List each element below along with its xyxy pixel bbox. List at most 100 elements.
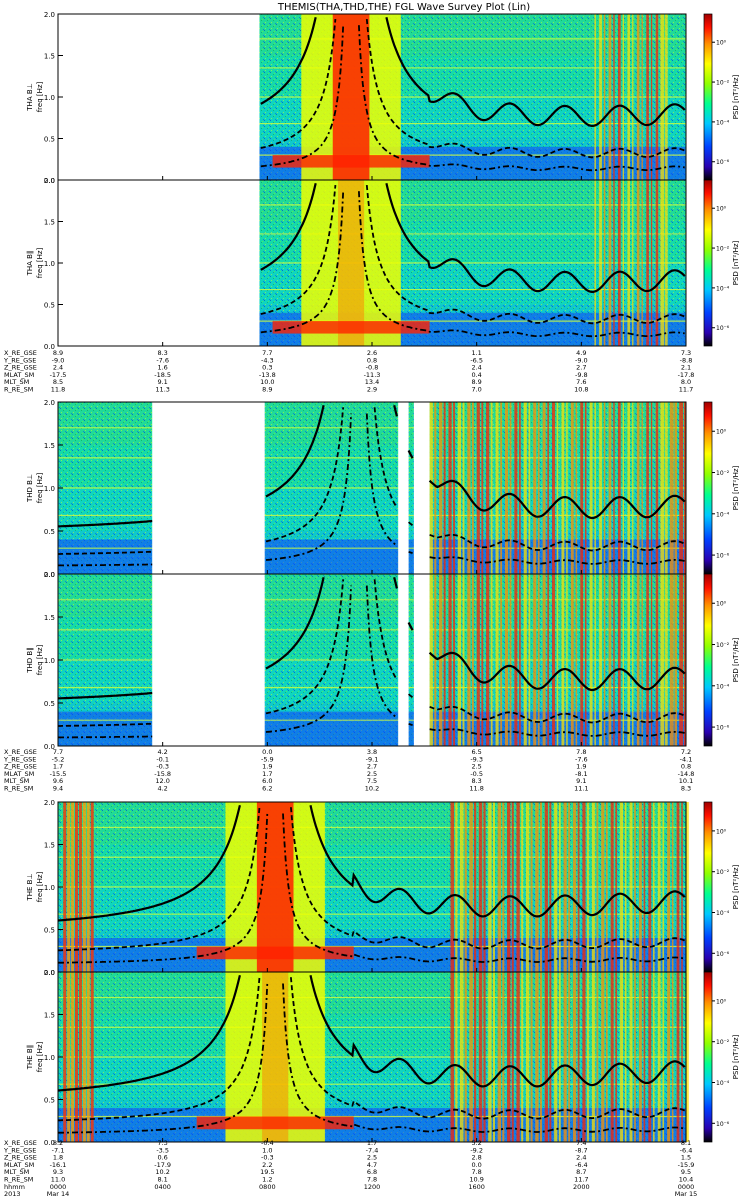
ephemeris-value: -9.1 (366, 755, 379, 763)
activity-stripe (660, 180, 665, 346)
ephemeris-value: 0.8 (681, 763, 691, 771)
activity-stripe (613, 402, 615, 574)
ephemeris-value: 6.8 (367, 1168, 377, 1176)
activity-stripe (617, 180, 621, 346)
activity-stripe (63, 972, 67, 1142)
ephemeris-row-label: MLT_SM (4, 1168, 29, 1176)
activity-stripe (469, 802, 473, 972)
ephemeris-row-label: Y_RE_GSE (3, 356, 36, 364)
activity-stripe (488, 972, 492, 1142)
activity-stripe (75, 802, 79, 972)
activity-stripe (596, 972, 599, 1142)
ephemeris-value: 10.9 (469, 1176, 483, 1184)
y-tick-label: 0.0 (44, 177, 55, 185)
y-tick-label: 2.0 (44, 799, 55, 807)
ephemeris-value: 8.9 (53, 349, 63, 357)
activity-stripe (516, 802, 520, 972)
ephemeris-value: 7.7 (53, 748, 63, 756)
activity-stripe (488, 802, 492, 972)
activity-stripe (669, 574, 674, 746)
activity-stripe (667, 972, 671, 1142)
activity-stripe (608, 402, 612, 574)
activity-stripe (478, 972, 483, 1142)
ephemeris-value: 8.9 (471, 378, 481, 386)
ephemeris-value: 5.2 (471, 1139, 481, 1147)
ephemeris-value: 0.0 (471, 1161, 481, 1169)
activity-stripe (497, 802, 502, 972)
activity-stripe (448, 574, 452, 746)
activity-stripe (587, 802, 589, 972)
activity-stripe (86, 972, 90, 1142)
ephemeris-value: -11.3 (364, 371, 381, 379)
activity-stripe (665, 402, 668, 574)
activity-stripe (671, 802, 674, 972)
activity-stripe (683, 402, 687, 574)
activity-stripe (71, 972, 75, 1142)
activity-stripe (429, 402, 433, 574)
colorbar (703, 573, 713, 747)
activity-stripe (86, 802, 90, 972)
activity-stripe (646, 402, 649, 574)
ephemeris-value: 4.2 (157, 785, 167, 793)
ephemeris-value: -7.6 (156, 356, 169, 364)
activity-stripe (523, 574, 527, 746)
ephemeris-value: 11.8 (469, 785, 483, 793)
activity-stripe (511, 972, 514, 1142)
ephemeris-value: 7.8 (471, 1168, 481, 1176)
y-tick-label: 2.0 (44, 399, 55, 407)
ephemeris-row-label: MLAT_SM (4, 770, 34, 778)
activity-stripe (474, 972, 477, 1142)
panel-thd-bpar: 0.0 0.5 1.0 1.5 2.0 THD B∥ freq [Hz] 10⁰ 10⁻² 10⁻… (26, 571, 740, 751)
activity-stripe (655, 402, 659, 574)
activity-stripe (591, 972, 595, 1142)
colorbar-tick-label: 10⁰ (716, 40, 727, 47)
ephemeris-value: 7.3 (681, 349, 691, 357)
colorbar-tick-label: 10⁻² (716, 869, 730, 876)
activity-stripe (516, 972, 520, 1142)
y-tick-label: 1.0 (44, 884, 55, 892)
ephemeris-value: 2.5 (367, 1154, 377, 1162)
y-tick-label: 1.0 (44, 1054, 55, 1062)
activity-stripe (556, 402, 559, 574)
colorbar-tick-label: 10⁻⁶ (716, 553, 730, 560)
y-tick-label: 1.5 (44, 442, 55, 450)
ephemeris-value: -14.8 (678, 770, 695, 778)
activity-stripe (481, 574, 484, 746)
ephemeris-value: 7.2 (681, 748, 691, 756)
y-tick-label: 0.0 (44, 343, 55, 351)
activity-stripe (582, 972, 586, 1142)
activity-stripe (443, 574, 446, 746)
ephemeris-value: 13.4 (365, 378, 379, 386)
activity-stripe (636, 180, 640, 346)
activity-stripe (566, 574, 568, 746)
ephemeris-value: 10.4 (679, 1176, 693, 1184)
ephemeris-value: 11.3 (155, 386, 169, 394)
activity-stripe (486, 574, 490, 746)
fractional-gyrofrequency-curve (260, 25, 685, 172)
ephemeris-value: 2.1 (681, 364, 691, 372)
activity-stripe (539, 972, 542, 1142)
activity-stripe (655, 14, 659, 180)
activity-stripe (627, 180, 631, 346)
activity-stripe (617, 14, 621, 180)
activity-stripe (601, 802, 605, 972)
activity-stripe (434, 574, 437, 746)
ephemeris-row-label: MLT_SM (4, 378, 29, 386)
activity-stripe (580, 402, 584, 574)
activity-stripe (572, 802, 577, 972)
activity-stripe (552, 574, 555, 746)
panel-ylabel: freq [Hz] (36, 871, 44, 902)
activity-stripe (533, 402, 537, 574)
y-tick-label: 1.0 (44, 94, 55, 102)
activity-stripe (82, 972, 86, 1142)
half-gyrofrequency-curve (58, 579, 686, 727)
activity-stripe (594, 180, 596, 346)
ephemeris-value: 1.5 (681, 1154, 691, 1162)
activity-stripe (90, 802, 94, 972)
activity-stripe (525, 972, 530, 1142)
y-tick-label: 0.0 (44, 571, 55, 579)
ephemeris-value: 11.7 (679, 386, 693, 394)
activity-stripe (636, 402, 640, 574)
y-tick-label: 1.5 (44, 614, 55, 622)
